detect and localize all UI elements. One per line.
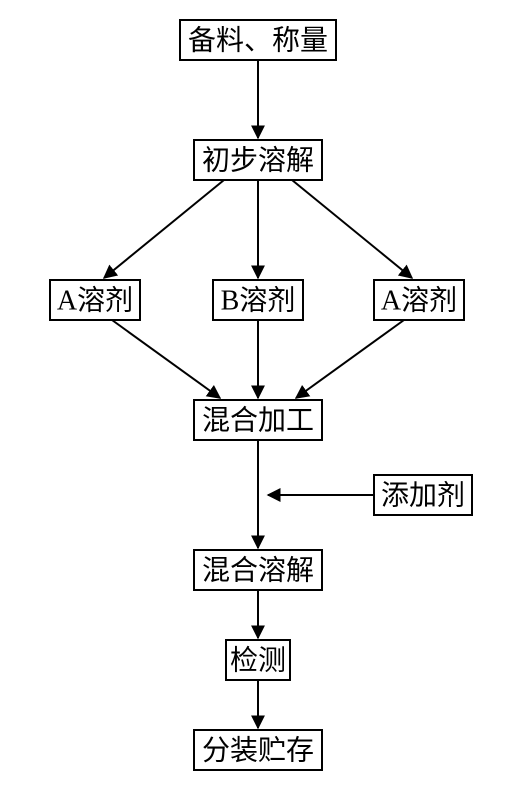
flow-node-label: 初步溶解 bbox=[202, 145, 314, 177]
flow-node: 分装贮存 bbox=[194, 730, 322, 770]
flow-node-label: 备料、称量 bbox=[188, 25, 328, 57]
flow-node-label: B溶剂 bbox=[221, 285, 296, 317]
nodes-layer: 备料、称量初步溶解 A溶剂 B溶剂 A溶剂混合加工添加剂混合溶解检测分装贮存 bbox=[50, 20, 472, 770]
flow-edge bbox=[292, 180, 412, 278]
flow-node: 备料、称量 bbox=[180, 20, 336, 60]
flow-node-label: 分装贮存 bbox=[202, 735, 314, 767]
flow-node: 添加剂 bbox=[374, 475, 472, 515]
flow-node: A溶剂 bbox=[374, 280, 464, 320]
flow-node: 初步溶解 bbox=[194, 140, 322, 180]
flow-node-label: A溶剂 bbox=[57, 285, 133, 317]
flow-node-label: 混合溶解 bbox=[202, 555, 314, 587]
flow-edge bbox=[296, 320, 404, 398]
flow-edge bbox=[104, 180, 224, 278]
flow-node-label: 检测 bbox=[230, 645, 286, 677]
flow-node: 混合溶解 bbox=[194, 550, 322, 590]
flowchart-canvas: 备料、称量初步溶解 A溶剂 B溶剂 A溶剂混合加工添加剂混合溶解检测分装贮存 bbox=[0, 0, 512, 800]
flow-node-label: 混合加工 bbox=[202, 405, 314, 437]
flow-node: 检测 bbox=[226, 640, 290, 680]
flow-node: A溶剂 bbox=[50, 280, 140, 320]
flow-node: 混合加工 bbox=[194, 400, 322, 440]
flow-node-label: A溶剂 bbox=[381, 285, 457, 317]
flow-edge bbox=[112, 320, 220, 398]
flow-node: B溶剂 bbox=[213, 280, 303, 320]
flow-node-label: 添加剂 bbox=[381, 480, 465, 512]
